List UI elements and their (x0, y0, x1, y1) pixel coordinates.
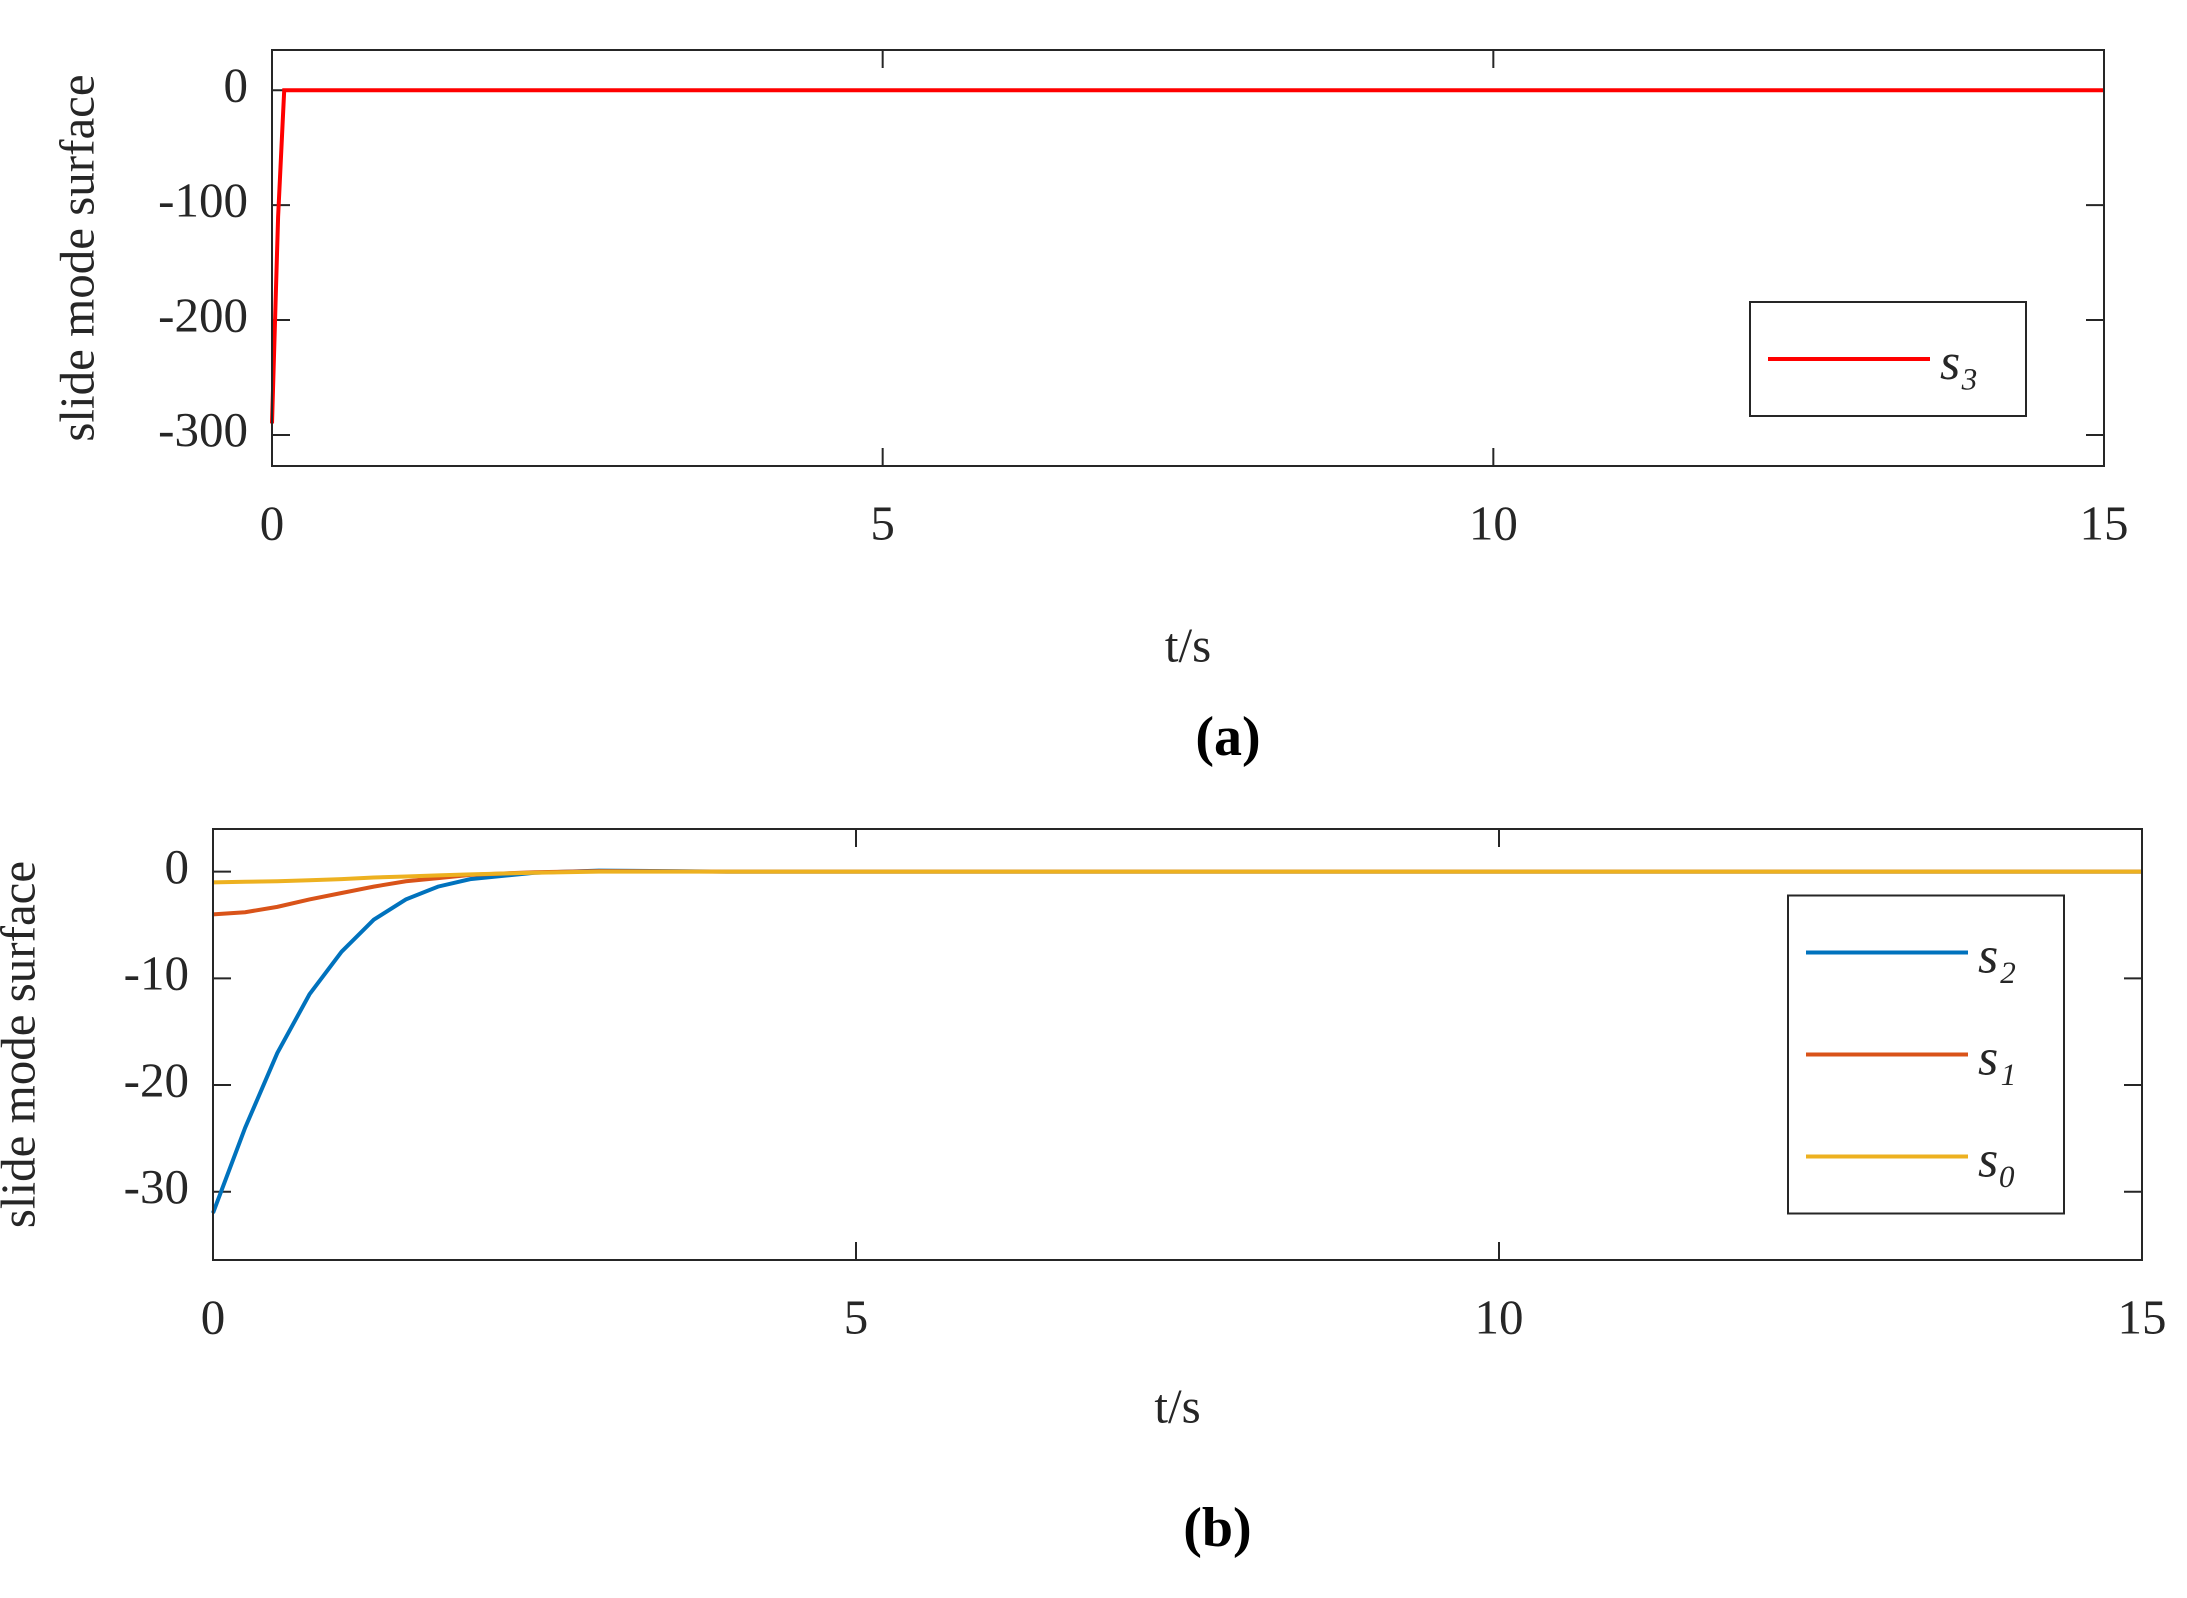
y-tick-label: -10 (124, 946, 189, 1001)
x-tick-label: 5 (844, 1289, 869, 1344)
plot-frame (212, 828, 2143, 1261)
legend-label: s₃ (1940, 334, 1978, 391)
plot-frame (271, 49, 2105, 467)
y-tick-label: -200 (158, 287, 248, 342)
y-tick-label: -30 (124, 1159, 189, 1214)
x-tick-label: 10 (1469, 495, 1518, 550)
x-axis-label: t/s (1165, 617, 1211, 672)
y-tick-label: 0 (224, 57, 249, 112)
caption: (b) (1183, 1497, 1251, 1559)
x-axis-label: t/s (1154, 1378, 1200, 1433)
y-tick-label: -300 (158, 402, 248, 457)
y-axis-label: slide mode surface (0, 861, 45, 1228)
legend-label: s₁ (1978, 1029, 2016, 1086)
y-tick-label: -100 (158, 172, 248, 227)
x-tick-label: 10 (1475, 1289, 1524, 1344)
y-tick-label: 0 (165, 839, 190, 894)
x-tick-label: 0 (260, 495, 285, 550)
x-tick-label: 15 (2080, 495, 2129, 550)
data-line (212, 869, 2142, 885)
data-line (270, 88, 2104, 424)
x-tick-label: 5 (870, 495, 895, 550)
legend-label: s₂ (1978, 927, 2016, 984)
y-tick-label: -20 (124, 1052, 189, 1107)
x-tick-label: 15 (2118, 1289, 2167, 1344)
caption: (a) (1195, 706, 1260, 768)
legend-label: s₀ (1978, 1131, 2016, 1188)
y-axis-label: slide mode surface (49, 74, 104, 441)
x-tick-label: 0 (201, 1289, 226, 1344)
